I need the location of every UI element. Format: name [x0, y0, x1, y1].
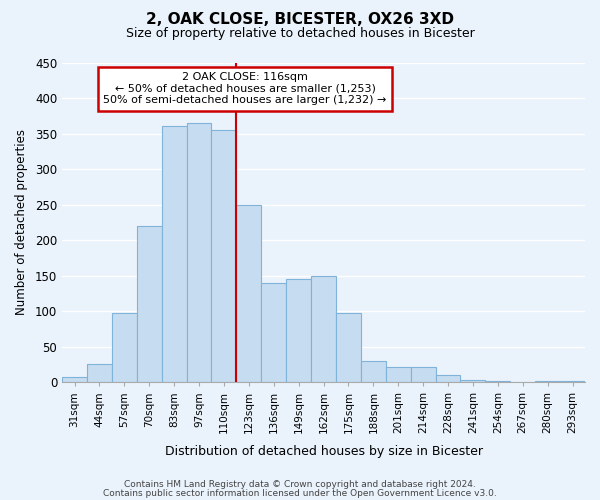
Bar — [261, 283, 286, 382]
Bar — [560, 381, 585, 382]
Bar — [410, 366, 436, 382]
Bar — [336, 314, 361, 382]
Text: Contains public sector information licensed under the Open Government Licence v3: Contains public sector information licen… — [103, 488, 497, 498]
Bar — [436, 375, 460, 382]
Bar — [535, 381, 560, 382]
Bar — [161, 126, 187, 382]
Bar — [112, 312, 137, 382]
Bar — [62, 376, 87, 382]
Bar — [485, 381, 510, 382]
Bar — [187, 123, 211, 382]
X-axis label: Distribution of detached houses by size in Bicester: Distribution of detached houses by size … — [164, 444, 482, 458]
Bar — [236, 204, 261, 382]
Bar — [361, 361, 386, 382]
Bar — [460, 380, 485, 382]
Text: Contains HM Land Registry data © Crown copyright and database right 2024.: Contains HM Land Registry data © Crown c… — [124, 480, 476, 489]
Text: Size of property relative to detached houses in Bicester: Size of property relative to detached ho… — [125, 28, 475, 40]
Bar — [211, 130, 236, 382]
Text: 2, OAK CLOSE, BICESTER, OX26 3XD: 2, OAK CLOSE, BICESTER, OX26 3XD — [146, 12, 454, 28]
Bar — [87, 364, 112, 382]
Bar — [311, 276, 336, 382]
Bar — [386, 366, 410, 382]
Text: 2 OAK CLOSE: 116sqm
← 50% of detached houses are smaller (1,253)
50% of semi-det: 2 OAK CLOSE: 116sqm ← 50% of detached ho… — [103, 72, 387, 106]
Bar — [137, 226, 161, 382]
Y-axis label: Number of detached properties: Number of detached properties — [15, 130, 28, 316]
Bar — [286, 279, 311, 382]
